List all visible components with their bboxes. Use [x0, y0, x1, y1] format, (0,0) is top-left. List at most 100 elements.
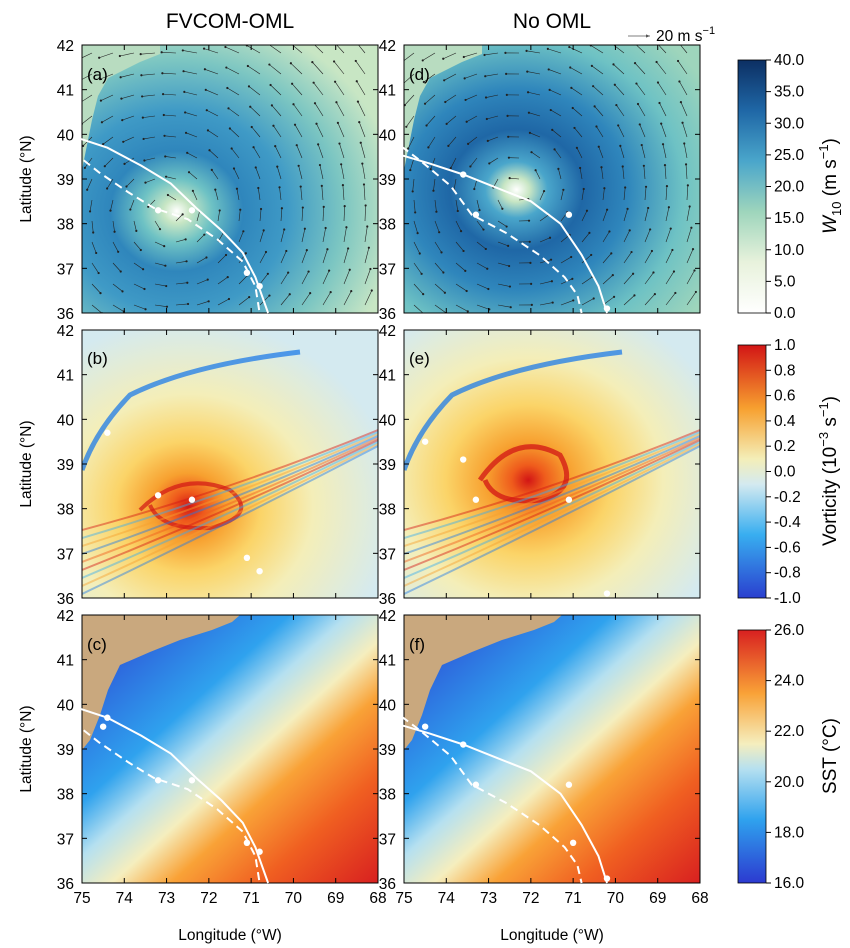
wind-vector-head	[98, 78, 102, 81]
wind-vector	[443, 52, 457, 60]
wind-vector	[407, 136, 415, 149]
wind-vector	[342, 185, 345, 201]
wind-vector	[364, 268, 371, 285]
wind-vector-head	[181, 213, 184, 216]
wind-vector-head	[230, 147, 233, 150]
wind-vector-head	[526, 70, 529, 73]
wind-vector-head	[422, 80, 425, 84]
colorbar-tick-label: 0.6	[774, 388, 796, 405]
wind-vector-head	[272, 124, 275, 127]
wind-vector-head	[95, 251, 98, 255]
wind-vector	[312, 61, 324, 75]
colorbar-tick-label: 0.0	[774, 464, 796, 481]
wind-vector	[581, 298, 594, 306]
wind-vector-head	[78, 80, 80, 82]
colorbar-tick-label: 10.0	[774, 242, 805, 259]
wind-vector-head	[102, 143, 105, 146]
wind-vector	[259, 251, 267, 264]
wind-vector-head	[467, 142, 470, 145]
wind-vector	[686, 248, 694, 264]
wind-vector	[455, 241, 464, 252]
wind-vector-head	[674, 291, 677, 295]
wind-vector-head	[508, 264, 511, 268]
wind-vector	[434, 199, 437, 212]
wind-vector-head	[526, 91, 530, 94]
wind-vector-head	[624, 186, 627, 189]
track-point	[569, 839, 577, 846]
wind-vector	[238, 296, 250, 306]
wind-vector	[145, 178, 156, 183]
y-tick-label: 39	[57, 172, 74, 189]
wind-vector-head	[597, 145, 600, 148]
y-tick-label: 39	[379, 172, 396, 189]
wind-vector-head	[205, 256, 208, 259]
wind-vector-head	[143, 287, 146, 291]
wind-vector-head	[187, 171, 191, 174]
wind-vector-head	[525, 49, 528, 52]
wind-vector	[301, 228, 306, 243]
wind-vector	[120, 73, 135, 78]
wind-vector-head	[311, 61, 314, 64]
wind-vector-head	[663, 163, 667, 167]
wind-vector-head	[466, 310, 469, 313]
wind-vector	[196, 279, 208, 285]
wind-vector-head	[546, 47, 549, 50]
wind-vector	[188, 171, 198, 180]
panel-a-vectors	[78, 45, 373, 313]
wind-vector-head	[86, 188, 89, 191]
wind-vector	[455, 220, 462, 232]
wind-vector	[336, 102, 345, 117]
colorbar-tick-label: 0.0	[774, 305, 796, 322]
wind-vector-head	[269, 83, 272, 87]
colorbar-vorticity-label: Vorticity (10−3 s−1)	[816, 396, 841, 546]
wind-vector-head	[459, 230, 463, 233]
wind-vector	[343, 227, 347, 243]
wind-vector-head	[542, 189, 546, 193]
wind-vector-head	[686, 184, 689, 187]
wind-vector	[91, 220, 94, 233]
wind-vector	[196, 257, 207, 264]
wind-vector	[623, 187, 626, 201]
wind-vector-head	[575, 146, 579, 149]
wind-vector-head	[652, 271, 655, 274]
wind-vector-head	[186, 302, 190, 306]
track-point	[104, 714, 111, 721]
colorbar-tick-label: -0.2	[774, 489, 801, 506]
wind-vector	[665, 186, 668, 201]
wind-vector	[100, 94, 114, 101]
wind-vector-head	[288, 293, 291, 296]
y-tick-label: 36	[57, 591, 74, 608]
wind-vector-head	[630, 250, 633, 254]
y-tick-label: 39	[57, 457, 74, 474]
panel-a-land	[82, 45, 160, 170]
wind-vector	[643, 165, 646, 180]
vorticity-band	[404, 439, 700, 571]
panel-e-swirl	[477, 444, 570, 504]
wind-vector-head	[158, 227, 162, 231]
wind-vector-head	[579, 166, 582, 170]
wind-vector-head	[690, 226, 693, 229]
wind-vector-head	[442, 271, 445, 274]
wind-vector	[529, 132, 541, 138]
wind-vector-head	[619, 144, 622, 147]
wind-vector	[581, 188, 585, 201]
track-point	[603, 305, 611, 312]
wind-vector	[539, 214, 549, 222]
track-point	[256, 848, 263, 855]
wind-vector-head	[427, 146, 430, 149]
track-solid	[391, 151, 608, 314]
wind-vector-head	[655, 60, 658, 64]
wind-vector	[140, 52, 156, 55]
wind-vector-head	[202, 47, 206, 50]
wind-vector	[476, 304, 490, 310]
wind-vector-head	[259, 207, 263, 211]
column-title-right: No OML	[513, 10, 591, 33]
wind-vector	[413, 262, 422, 275]
wind-vector-head	[324, 226, 327, 230]
y-tick-label: 41	[57, 653, 74, 670]
wind-vector	[133, 220, 137, 231]
wind-vector	[259, 208, 262, 222]
wind-vector	[291, 83, 303, 96]
wind-vector-head	[99, 292, 102, 295]
wind-vector-head	[438, 231, 441, 234]
